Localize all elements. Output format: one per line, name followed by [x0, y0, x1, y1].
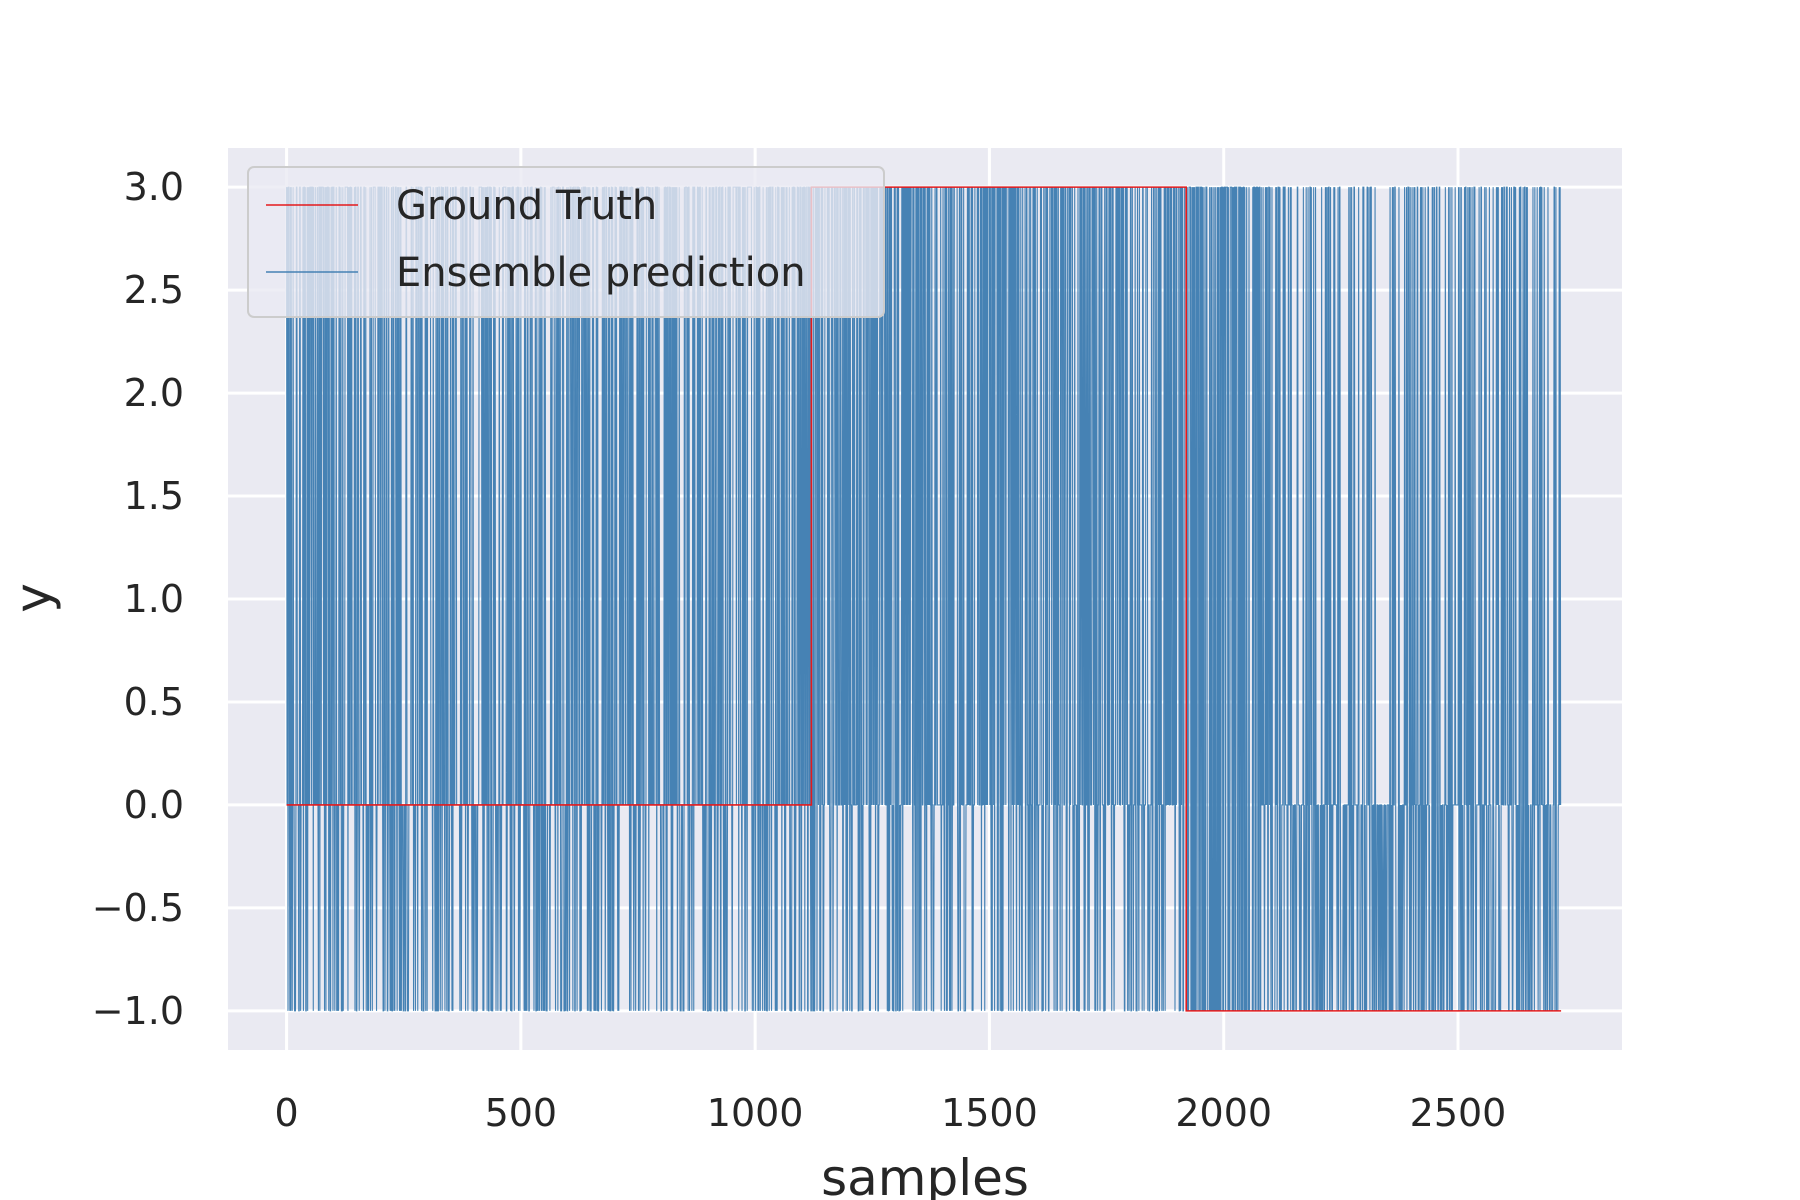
x-tick-label: 1000	[707, 1091, 804, 1135]
legend-label-ground-truth: Ground Truth	[396, 183, 657, 229]
y-tick-label: 2.5	[124, 268, 184, 312]
y-tick-label: 2.0	[124, 371, 184, 415]
legend-label-ensemble-prediction: Ensemble prediction	[396, 250, 806, 296]
y-tick-label: 1.0	[124, 577, 184, 621]
series-layer	[286, 186, 1562, 1012]
x-axis-ticks: 0 500 1000 1500 2000 2500	[274, 1091, 1506, 1135]
y-axis-label: y	[4, 583, 62, 613]
x-tick-label: 0	[274, 1091, 298, 1135]
x-axis-label: samples	[821, 1149, 1029, 1200]
y-tick-label: 3.0	[124, 165, 184, 209]
y-tick-label: 1.5	[124, 474, 184, 518]
series-ground-truth	[286, 186, 1562, 1012]
x-tick-label: 2500	[1410, 1091, 1507, 1135]
y-tick-label: 0.0	[124, 783, 184, 827]
y-axis-ticks: −1.0 −0.5 0.0 0.5 1.0 1.5 2.0 2.5 3.0	[92, 165, 184, 1033]
legend: Ground Truth Ensemble prediction	[247, 166, 885, 318]
y-tick-label: 0.5	[124, 680, 184, 724]
y-tick-label: −0.5	[92, 886, 184, 930]
y-tick-label: −1.0	[92, 989, 184, 1033]
x-tick-label: 500	[485, 1091, 558, 1135]
legend-box	[247, 166, 885, 318]
x-tick-label: 1500	[941, 1091, 1038, 1135]
x-tick-label: 2000	[1175, 1091, 1272, 1135]
